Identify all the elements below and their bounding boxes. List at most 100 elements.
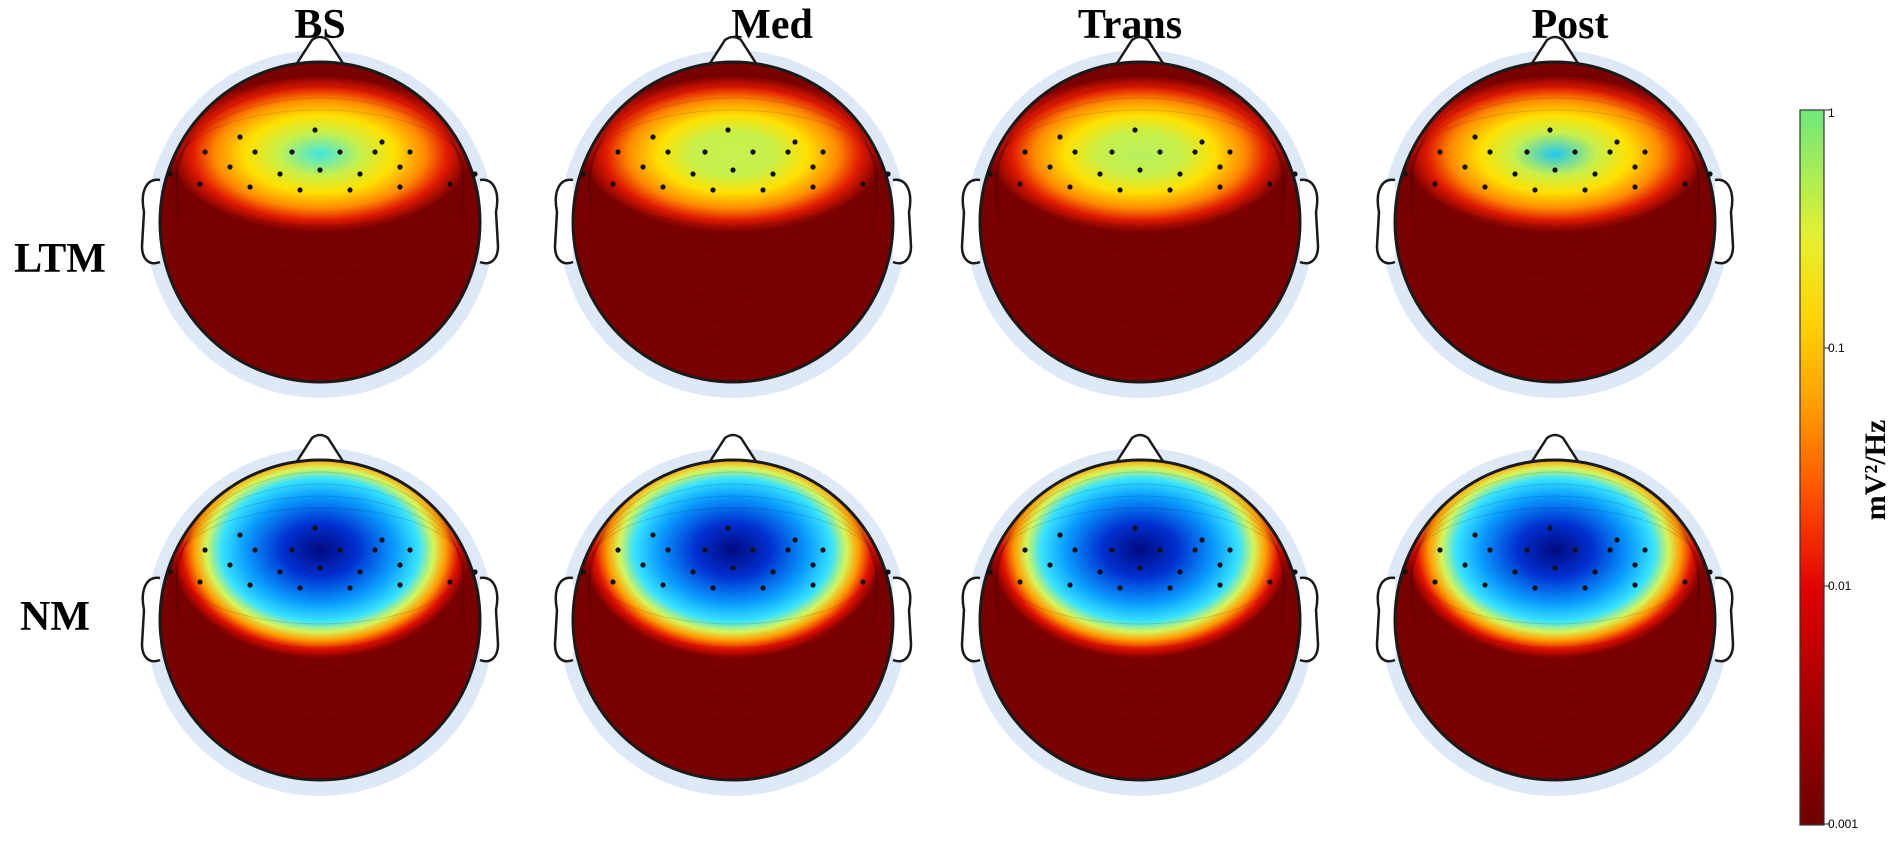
contour-line xyxy=(1410,460,1700,745)
contour-line xyxy=(588,483,878,673)
electrode-dot xyxy=(650,532,656,538)
electrode-dot xyxy=(1524,149,1530,155)
electrode-dot xyxy=(1217,184,1223,190)
activity-hotspot xyxy=(170,460,470,658)
contour-line xyxy=(175,62,465,347)
electrode-dot xyxy=(1632,164,1638,170)
electrode-dot xyxy=(1592,171,1598,177)
electrode-dot xyxy=(770,569,776,575)
electrode-dot xyxy=(1632,184,1638,190)
electrode-dot xyxy=(1614,139,1620,145)
electrode-dot xyxy=(1067,184,1073,190)
contour-line xyxy=(995,85,1285,275)
electrode-dot xyxy=(1682,579,1688,585)
electrode-dot xyxy=(1217,562,1223,568)
electrode-dot xyxy=(167,569,173,575)
electrode-dot xyxy=(1137,565,1143,571)
electrode-dot xyxy=(1532,187,1538,193)
electrode-dot xyxy=(252,547,258,553)
contour-line xyxy=(588,460,878,745)
electrode-dot xyxy=(167,171,173,177)
activity-hotspot xyxy=(1405,76,1705,232)
contour-line xyxy=(1410,62,1700,347)
ear-icon xyxy=(553,178,574,265)
electrode-dot xyxy=(1072,547,1078,553)
electrode-dot xyxy=(987,569,993,575)
head-outline xyxy=(1393,458,1717,782)
electrode-dot xyxy=(297,585,303,591)
activity-hotspot xyxy=(990,460,1290,658)
electrode-dot xyxy=(810,164,816,170)
electrode-dot xyxy=(1482,184,1488,190)
electrode-dot xyxy=(1552,167,1558,173)
electrode-dot xyxy=(202,547,208,553)
ear-icon xyxy=(960,178,981,265)
electrode-dot xyxy=(1057,134,1063,140)
nose-icon xyxy=(1527,433,1583,467)
electrode-dot xyxy=(1109,149,1115,155)
electrode-dot xyxy=(820,149,826,155)
electrode-dot xyxy=(277,569,283,575)
electrode-dot xyxy=(1072,149,1078,155)
electrode-dot xyxy=(580,171,586,177)
contour-line xyxy=(588,85,878,275)
colorbar: 1 0.1 0.01 0.001 mV²/Hz xyxy=(1799,106,1892,831)
electrode-dot xyxy=(792,537,798,543)
electrode-dot xyxy=(730,167,736,173)
electrode-dot xyxy=(1157,547,1163,553)
electrode-dot xyxy=(337,547,343,553)
electrode-dot xyxy=(1552,565,1558,571)
contour-line xyxy=(175,460,465,721)
electrode-dot xyxy=(1512,171,1518,177)
electrode-dot xyxy=(312,127,318,133)
head-map-ltm-post xyxy=(1375,35,1735,398)
contour-line xyxy=(175,495,465,649)
electrode-dot xyxy=(1117,585,1123,591)
row-label-ltm: LTM xyxy=(14,236,106,282)
electrode-dot xyxy=(750,547,756,553)
head-map-ltm-med xyxy=(553,35,913,398)
contour-line xyxy=(995,62,1285,347)
electrode-dot xyxy=(1642,149,1648,155)
head-outline xyxy=(1393,60,1717,384)
electrode-dot xyxy=(1227,149,1233,155)
ear-icon xyxy=(479,178,500,265)
ear-icon xyxy=(892,576,913,663)
contour-line xyxy=(588,507,878,625)
nose-icon xyxy=(1527,35,1583,69)
electrode-dot xyxy=(640,164,646,170)
electrode-dot xyxy=(987,171,993,177)
electrode-dot xyxy=(1167,585,1173,591)
electrode-dot xyxy=(820,547,826,553)
electrode-dot xyxy=(615,149,621,155)
electrode-dot xyxy=(1707,171,1713,177)
electrode-dot xyxy=(1292,171,1298,177)
electrode-dot xyxy=(1547,525,1553,531)
contour-line xyxy=(175,62,465,323)
electrode-dot xyxy=(1192,149,1198,155)
electrode-dot xyxy=(1177,171,1183,177)
head-map-ltm-trans xyxy=(960,35,1320,398)
activity-hotspot xyxy=(170,76,470,232)
electrode-dot xyxy=(810,562,816,568)
electrode-dot xyxy=(725,525,731,531)
electrode-dot xyxy=(665,547,671,553)
electrode-dot xyxy=(1512,569,1518,575)
electrode-dot xyxy=(1097,171,1103,177)
electrode-dot xyxy=(1482,582,1488,588)
ear-icon xyxy=(1375,576,1396,663)
column-title-post: Post xyxy=(1532,2,1609,48)
electrode-dot xyxy=(1402,171,1408,177)
electrode-dot xyxy=(372,547,378,553)
electrode-dot xyxy=(860,579,866,585)
contour-line xyxy=(1410,97,1700,251)
contour-line xyxy=(995,483,1285,673)
ear-icon xyxy=(140,178,161,265)
electrode-dot xyxy=(1267,579,1273,585)
ear-icon xyxy=(1299,576,1320,663)
electrode-dot xyxy=(665,149,671,155)
electrode-dot xyxy=(1402,569,1408,575)
electrode-dot xyxy=(1132,127,1138,133)
electrode-dot xyxy=(237,532,243,538)
electrode-dot xyxy=(760,585,766,591)
